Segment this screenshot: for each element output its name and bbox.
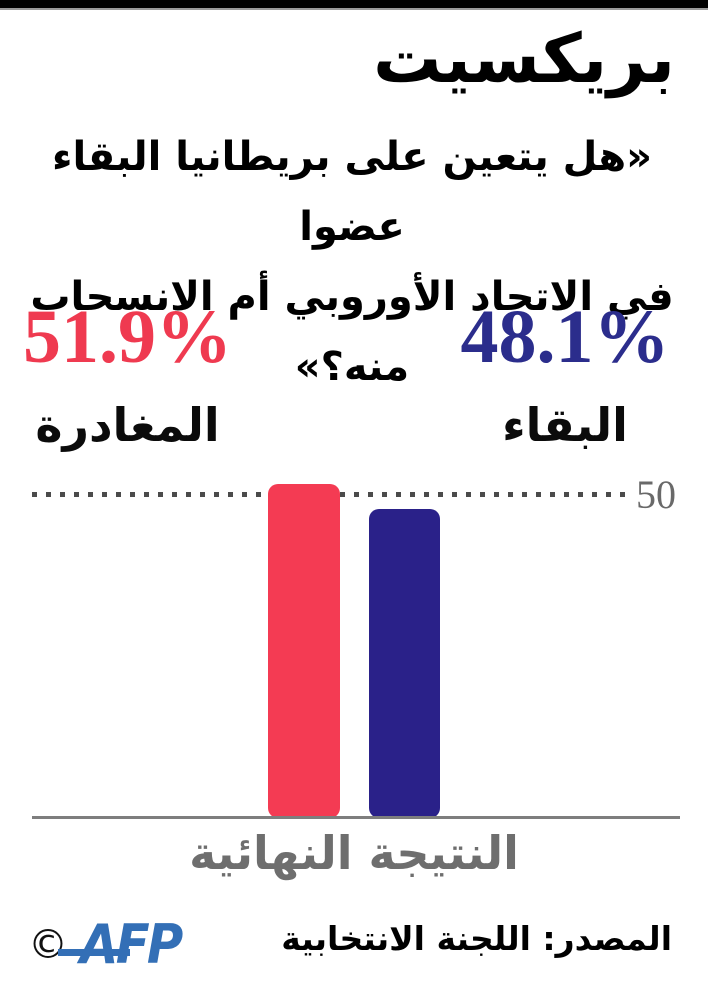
remain-result-block: 48.1% البقاء bbox=[455, 296, 675, 453]
leave-bar bbox=[268, 484, 340, 818]
afp-logo-block: © AFP bbox=[28, 914, 189, 976]
question-line-2: في الاتحاد الأوروبي أم الانسحاب منه؟» bbox=[30, 274, 674, 390]
source-text: المصدر: اللجنة الانتخابية bbox=[281, 919, 672, 958]
referendum-question: «هل يتعين على بريطانيا البقاء عضوا في ال… bbox=[0, 122, 704, 402]
leave-value: 51.9% bbox=[23, 295, 232, 379]
bar-chart: 50 bbox=[32, 470, 680, 819]
leave-result-block: 51.9% المغادرة bbox=[20, 296, 235, 453]
question-line-1: «هل يتعين على بريطانيا البقاء عضوا bbox=[52, 134, 652, 250]
page-title: بريكسيت bbox=[373, 20, 675, 99]
afp-logo-line bbox=[58, 949, 130, 956]
x-axis-line bbox=[32, 816, 680, 819]
remain-bar bbox=[369, 508, 440, 818]
remain-value: 48.1% bbox=[460, 295, 670, 379]
top-black-bar bbox=[0, 0, 708, 10]
copyright-icon: © bbox=[28, 922, 68, 968]
reference-line-label: 50 bbox=[636, 472, 676, 517]
x-axis-label: النتيجة النهائية bbox=[189, 826, 519, 880]
afp-logo: AFP bbox=[58, 913, 189, 976]
remain-label: البقاء bbox=[502, 398, 628, 452]
leave-label: المغادرة bbox=[35, 398, 220, 452]
afp-logo-text: AFP bbox=[80, 913, 183, 976]
